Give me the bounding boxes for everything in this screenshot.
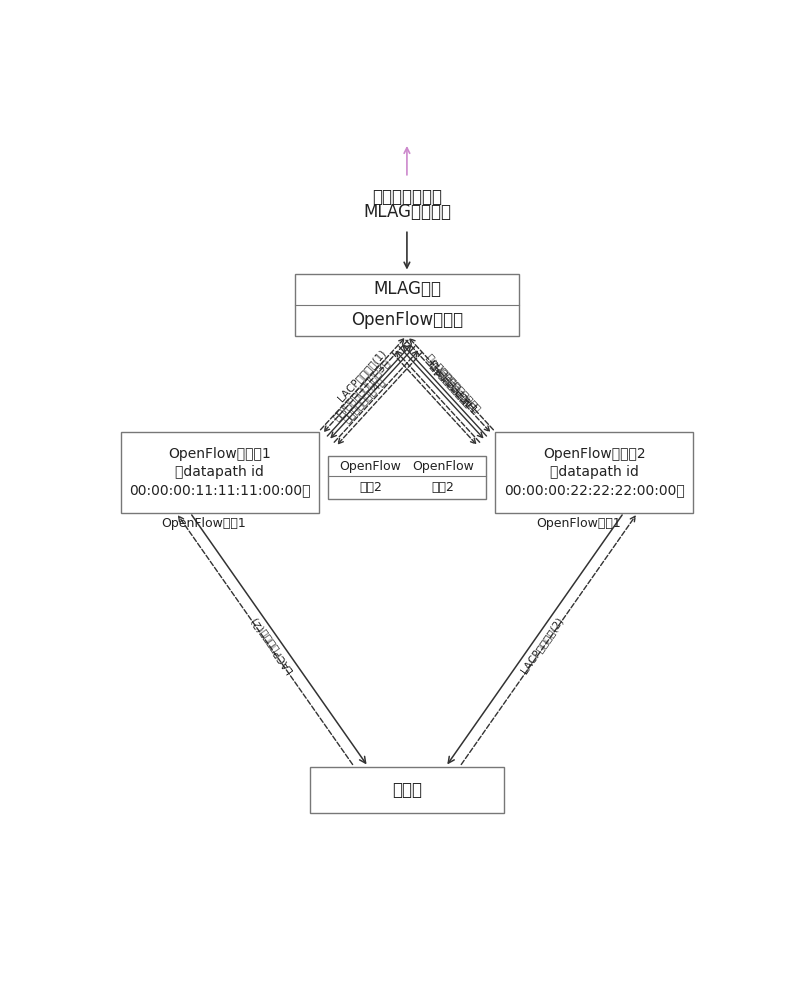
Text: MLAG应用状态: MLAG应用状态 xyxy=(363,203,451,221)
Text: 00:00:00:11:11:11:00:00）: 00:00:00:11:11:11:00:00） xyxy=(129,483,310,497)
Bar xyxy=(328,456,486,499)
Text: OpenFlow: OpenFlow xyxy=(340,460,402,473)
Text: OpenFlow端口1: OpenFlow端口1 xyxy=(536,517,621,530)
Text: LACP报文收发(1): LACP报文收发(1) xyxy=(336,348,388,404)
Text: 流表/组表下发及更新（3）: 流表/组表下发及更新（3） xyxy=(331,357,391,422)
Text: 00:00:00:22:22:22:00:00）: 00:00:00:22:22:22:00:00） xyxy=(503,483,684,497)
Text: 服务器: 服务器 xyxy=(392,781,422,799)
Text: 端口状态上报（4）: 端口状态上报（4） xyxy=(341,375,387,424)
Text: OpenFlow端口1: OpenFlow端口1 xyxy=(161,517,246,530)
Text: 端口2: 端口2 xyxy=(359,481,382,494)
Text: （datapath id: （datapath id xyxy=(549,465,638,479)
Text: OpenFlow交换机2: OpenFlow交换机2 xyxy=(543,447,646,461)
Text: LACP报文收发(1): LACP报文收发(1) xyxy=(426,356,478,411)
Bar xyxy=(495,432,693,513)
Text: LACP报文收发(2): LACP报文收发(2) xyxy=(249,615,295,675)
Bar xyxy=(295,274,519,336)
Text: 管理员配置查看: 管理员配置查看 xyxy=(372,188,442,206)
Text: LACP报文收发(2): LACP报文收发(2) xyxy=(519,615,565,675)
Text: 流表组表下发及更新（3）: 流表组表下发及更新（3） xyxy=(423,351,482,413)
Text: OpenFlow: OpenFlow xyxy=(412,460,474,473)
Bar xyxy=(121,432,318,513)
Text: MLAG应用: MLAG应用 xyxy=(373,280,441,298)
Text: 端口2: 端口2 xyxy=(432,481,455,494)
Text: OpenFlow交换机1: OpenFlow交换机1 xyxy=(168,447,271,461)
Bar xyxy=(310,767,504,813)
Text: （datapath id: （datapath id xyxy=(175,465,264,479)
Text: 端口状态上报（4）: 端口状态上报（4） xyxy=(427,360,472,409)
Text: OpenFlow控制器: OpenFlow控制器 xyxy=(351,311,463,329)
